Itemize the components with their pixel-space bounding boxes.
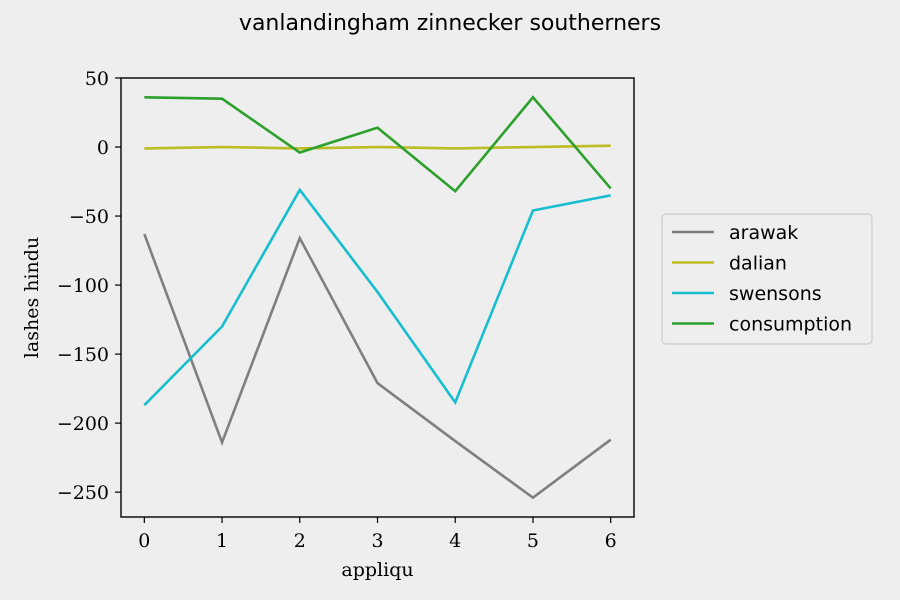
y-axis-label: lashes hindu <box>21 237 43 358</box>
x-axis-label: appliqu <box>341 559 413 581</box>
x-tick-label: 6 <box>605 530 617 552</box>
series-line-consumption <box>144 95 612 194</box>
x-tick-label: 1 <box>216 530 228 552</box>
x-tick-label: 5 <box>527 530 539 552</box>
legend-entry-label: consumption <box>729 314 852 336</box>
series-line-dalian <box>144 144 611 150</box>
x-axis: 0 1 2 3 4 5 6 <box>138 517 617 552</box>
y-tick-label: 50 <box>85 68 109 90</box>
series-layer <box>143 95 612 500</box>
y-tick-label: 0 <box>97 137 109 159</box>
x-tick-label: 0 <box>138 530 150 552</box>
legend: arawak dalian swensons consumption <box>661 213 873 345</box>
legend-frame <box>661 213 873 345</box>
legend-entry-label: swensons <box>729 283 822 305</box>
y-tick-label: −200 <box>57 413 109 435</box>
plot-area <box>121 78 634 517</box>
chart-title: vanlandingham zinnecker southerners <box>239 11 661 36</box>
x-tick-label: 4 <box>449 530 461 552</box>
series-line-arawak <box>143 233 612 500</box>
y-axis: 50 0 −50 −100 −150 −200 −250 <box>57 68 121 504</box>
x-tick-label: 3 <box>371 530 383 552</box>
legend-entry-label: dalian <box>729 253 787 275</box>
legend-entry-label: arawak <box>729 222 798 244</box>
y-tick-label: −100 <box>57 275 109 297</box>
y-tick-label: −250 <box>57 482 109 504</box>
y-tick-label: −50 <box>69 206 109 228</box>
x-tick-label: 2 <box>294 530 306 552</box>
series-line-swensons <box>143 187 611 407</box>
y-tick-label: −150 <box>57 344 109 366</box>
